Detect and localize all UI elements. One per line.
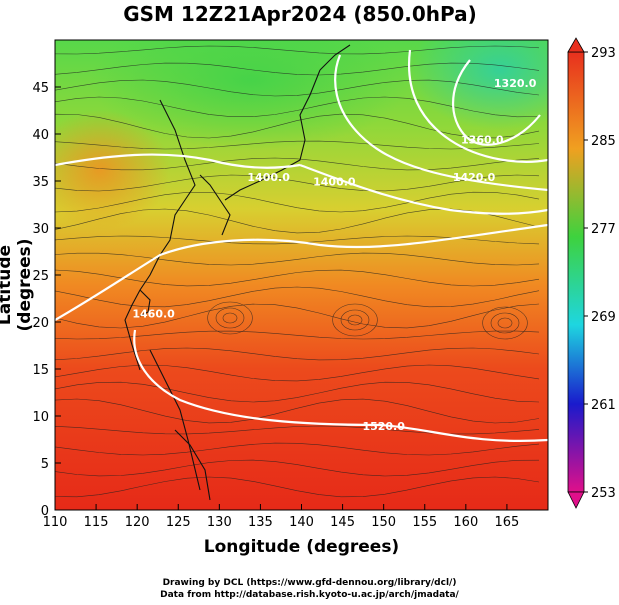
y-tick-label: 15 [32, 363, 49, 378]
x-tick-label: 120 [125, 515, 150, 530]
x-tick-label: 115 [84, 515, 109, 530]
vortex-streamline [347, 314, 363, 326]
vortex-streamline [490, 312, 520, 334]
streamline [55, 45, 540, 55]
contour-label: 1360.0 [461, 133, 504, 146]
vortex-streamline [215, 307, 245, 329]
cold-region [410, 40, 548, 130]
coastlines [124, 44, 351, 501]
streamline [55, 303, 540, 329]
colorbar-lower-arrow [567, 491, 585, 509]
x-tick-label: 130 [207, 515, 232, 530]
streamline [55, 191, 540, 213]
vortex-streamline [222, 312, 238, 324]
vortex-streamline [497, 317, 513, 329]
streamline [55, 330, 540, 340]
cool-region [90, 40, 410, 150]
streamline [55, 269, 540, 287]
streamline [55, 252, 540, 266]
colorbar-tick-label: 277 [591, 222, 616, 237]
colorbar-tick-label: 261 [591, 398, 616, 413]
streamline [55, 347, 540, 361]
colorbar-tick-label: 269 [591, 310, 616, 325]
x-tick-label: 110 [43, 515, 68, 530]
vortex-streamline [340, 309, 370, 331]
streamline [55, 442, 540, 456]
x-tick-label: 160 [453, 515, 478, 530]
contour-label: 1320.0 [494, 77, 537, 90]
vortex-streamline [482, 306, 528, 340]
y-tick-label: 30 [32, 222, 49, 237]
height-contours [55, 49, 548, 443]
contour-labels: 1520.0 1460.0 1400.0 1400.0 1360.0 1420.0 1320… [132, 77, 536, 433]
credit-data: Data from http://database.rish.kyoto-u.a… [160, 590, 459, 600]
y-tick-label: 20 [32, 316, 49, 331]
vortex-streamline [332, 303, 378, 337]
streamline [55, 381, 540, 403]
y-tick-label: 45 [32, 81, 49, 96]
y-tick-label: 10 [32, 410, 49, 425]
y-tick-label: 40 [32, 128, 49, 143]
streamline [55, 425, 540, 435]
contour-label: 1520.0 [362, 420, 405, 433]
streamline [55, 364, 540, 382]
streamline [55, 476, 540, 498]
streamline [55, 79, 540, 97]
streamline [55, 174, 540, 192]
wind-streamlines [55, 45, 540, 498]
contour-label: 1460.0 [132, 307, 175, 320]
colorbar [567, 51, 585, 493]
streamline [55, 62, 540, 76]
contour-label: 1400.0 [313, 176, 356, 189]
streamline [55, 286, 540, 308]
x-tick-label: 150 [371, 515, 396, 530]
streamline [55, 459, 540, 477]
colorbar-upper-arrow [567, 37, 585, 53]
y-axis-ticks: 0 5 10 15 20 25 30 35 40 45 [32, 81, 61, 519]
colorbar-ticks: 293 285 277 269 261 253 [584, 46, 616, 501]
y-tick-label: 5 [41, 457, 49, 472]
vortex-streamline [207, 301, 253, 335]
credit-drawing: Drawing by DCL (https://www.gfd-dennou.o… [162, 578, 457, 588]
x-tick-label: 140 [289, 515, 314, 530]
map-title: GSM 12Z21Apr2024 (850.0hPa) [123, 2, 477, 26]
colorbar-tick-label: 285 [591, 134, 616, 149]
streamline [55, 113, 540, 139]
x-axis-ticks: 110 115 120 125 130 135 140 145 150 155 160 165 [43, 504, 520, 530]
streamline [55, 157, 540, 171]
x-tick-label: 155 [412, 515, 437, 530]
streamline [55, 398, 540, 424]
x-tick-label: 165 [495, 515, 520, 530]
streamline [55, 96, 540, 118]
x-tick-label: 135 [248, 515, 273, 530]
streamline [55, 140, 540, 150]
warm-region [55, 110, 170, 230]
colorbar-tick-label: 293 [591, 46, 616, 61]
x-tick-label: 145 [330, 515, 355, 530]
y-tick-label: 35 [32, 175, 49, 190]
x-tick-label: 125 [166, 515, 191, 530]
contour-label: 1420.0 [453, 171, 496, 184]
colorbar-tick-label: 253 [591, 486, 616, 501]
y-tick-label: 25 [32, 269, 49, 284]
x-axis-label: Longitude (degrees) [203, 537, 400, 557]
contour-label: 1400.0 [247, 171, 290, 184]
y-tick-label: 0 [41, 504, 49, 519]
